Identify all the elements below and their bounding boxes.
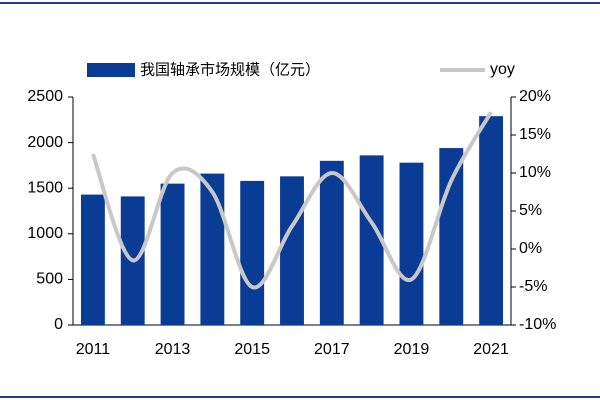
bar: [160, 183, 185, 325]
legend-label: yoy: [490, 61, 515, 78]
x-tick-label: 2021: [473, 341, 509, 358]
y-tick-label: 2500: [27, 88, 63, 105]
y2-tick-label: -5%: [519, 278, 547, 295]
x-tick-label: 2013: [155, 341, 191, 358]
y-tick-label: 1500: [27, 179, 63, 196]
bar: [240, 180, 265, 325]
bar: [479, 116, 504, 325]
y2-tick-label: 20%: [519, 88, 551, 105]
y2-tick-label: 10%: [519, 164, 551, 181]
y-tick-label: 1000: [27, 225, 63, 242]
y2-tick-label: -10%: [519, 316, 556, 333]
y-tick-label: 500: [36, 271, 63, 288]
bar: [280, 176, 304, 325]
bar: [359, 155, 384, 325]
legend-label: 我国轴承市场规模（亿元）: [140, 61, 320, 79]
x-tick-label: 2019: [394, 341, 430, 358]
y2-tick-label: 0%: [519, 240, 542, 257]
line: [91, 111, 493, 290]
y2-tick-label: 15%: [519, 126, 551, 143]
x-tick-label: 2017: [314, 341, 350, 358]
bar: [200, 173, 225, 325]
bar: [439, 148, 464, 325]
y-tick-label: 0: [54, 316, 63, 333]
y2-tick-label: 5%: [519, 202, 542, 219]
legend-swatch-bar: [87, 63, 135, 77]
x-tick-label: 2011: [76, 341, 111, 358]
y-tick-label: 2000: [27, 134, 63, 151]
x-tick-label: 2015: [234, 341, 270, 358]
bar: [80, 194, 105, 325]
bar: [399, 162, 424, 325]
bar: [319, 160, 344, 325]
